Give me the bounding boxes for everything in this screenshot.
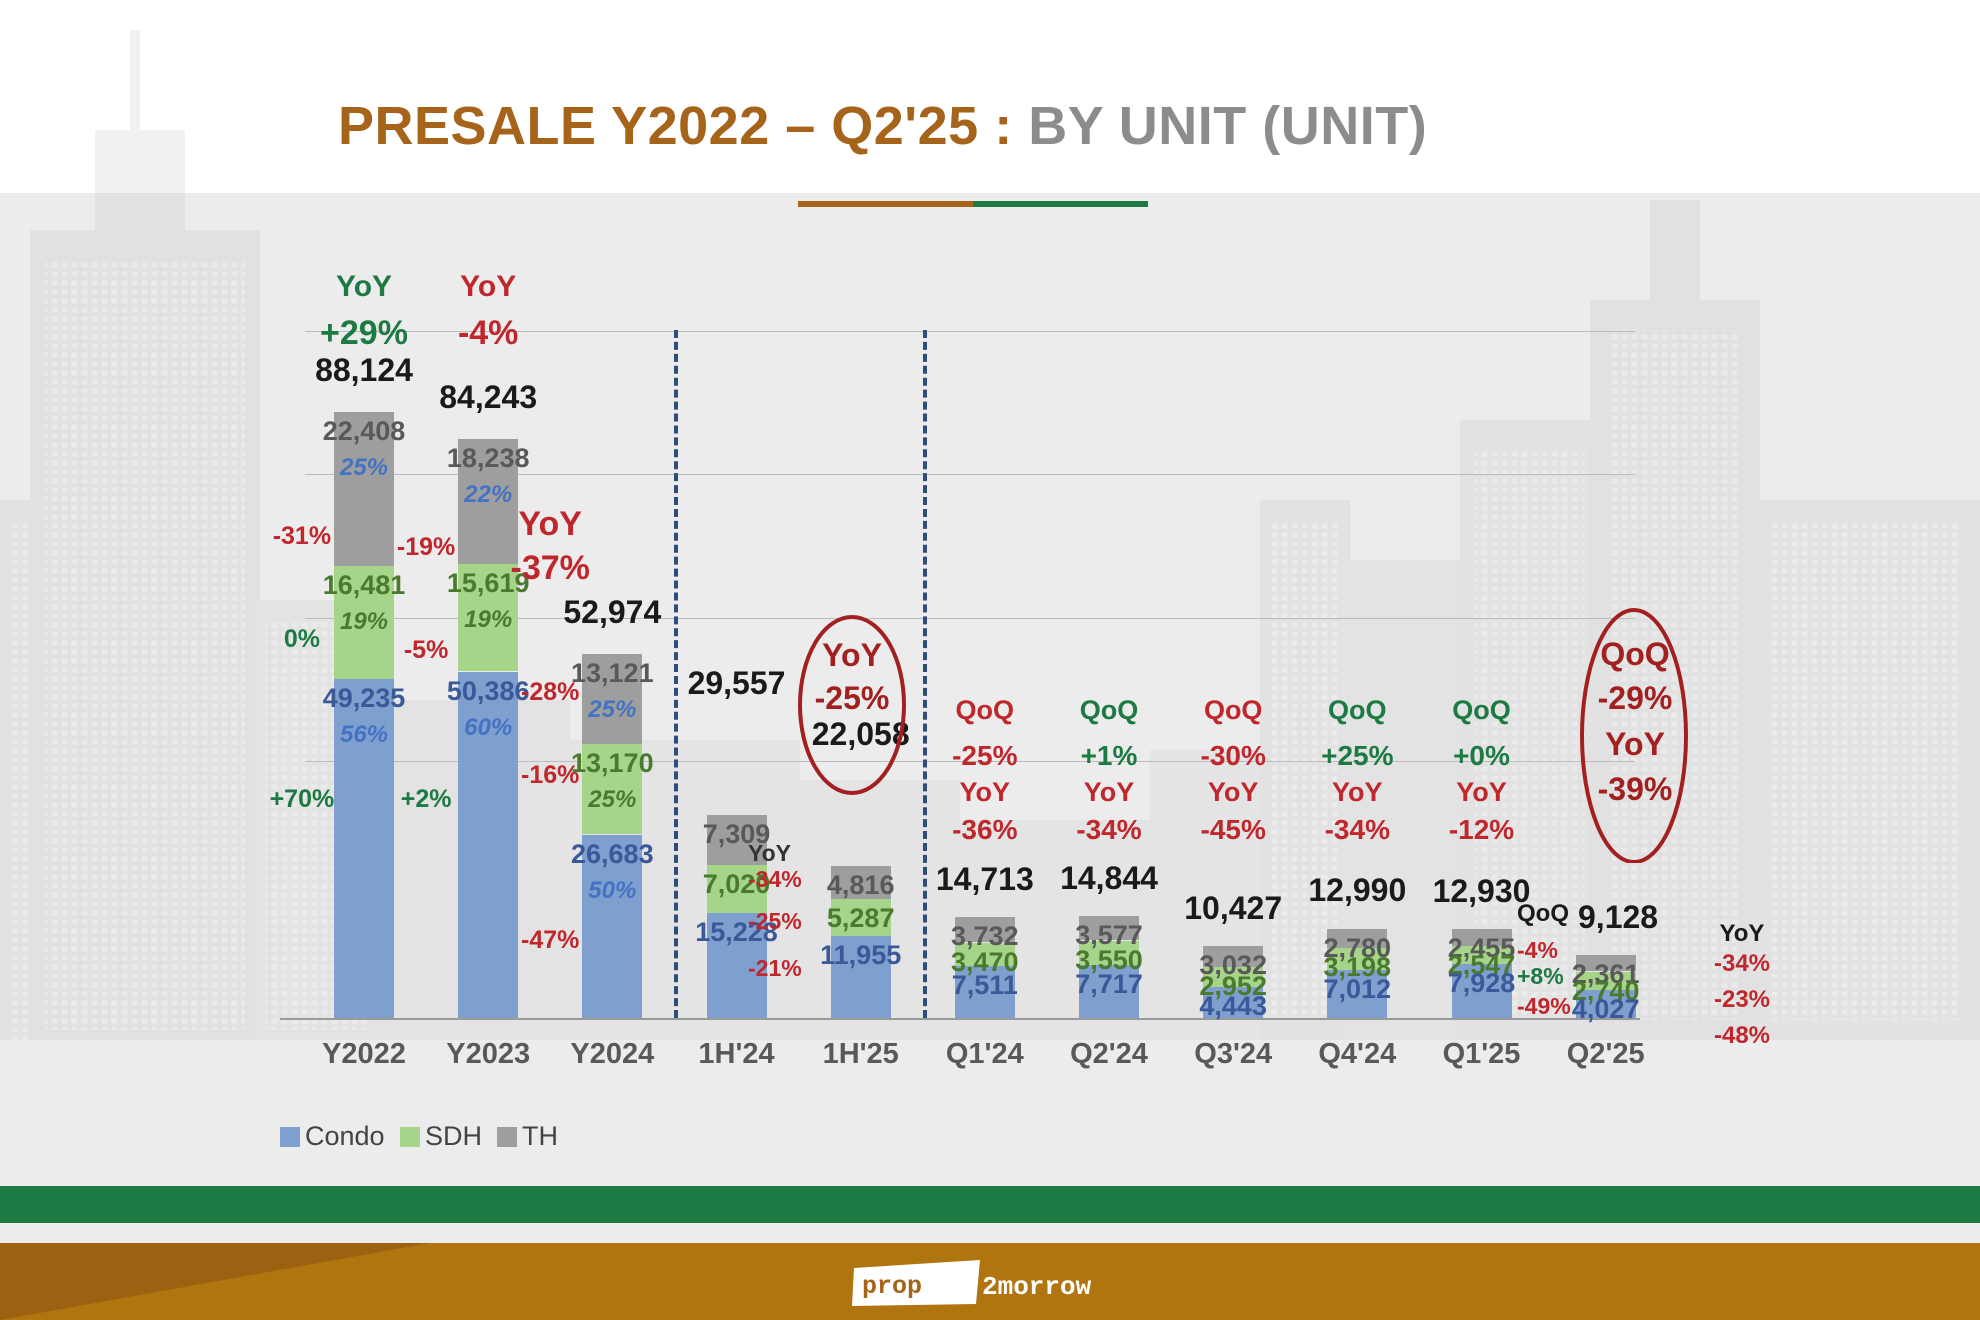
svg-text:prop: prop <box>862 1272 922 1301</box>
svg-text:2morrow: 2morrow <box>982 1272 1092 1302</box>
